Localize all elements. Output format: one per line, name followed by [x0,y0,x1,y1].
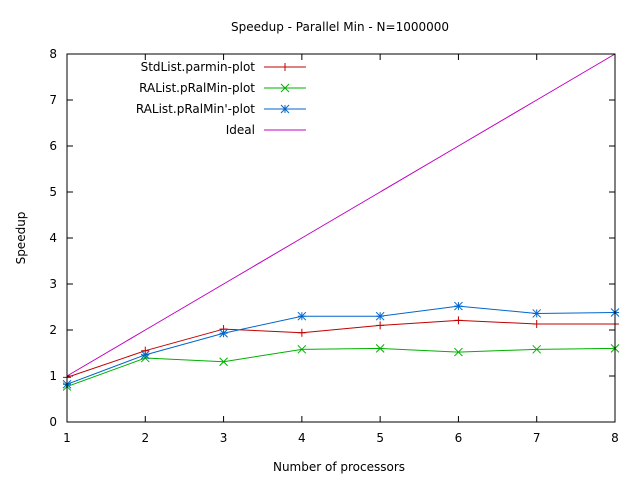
legend-label: StdList.parmin-plot [141,60,256,74]
y-tick-label: 2 [49,323,57,337]
y-tick-label: 4 [49,231,57,245]
y-tick-label: 5 [49,185,57,199]
y-tick-label: 1 [49,369,57,383]
x-tick-label: 1 [63,431,71,445]
x-tick-label: 2 [141,431,149,445]
legend-marker [281,63,289,71]
x-tick-label: 3 [220,431,228,445]
data-point [219,328,228,338]
data-point [532,309,542,318]
data-point [532,320,541,329]
data-point [454,316,463,325]
legend-marker [280,83,290,93]
data-point [219,357,228,367]
data-point [140,350,150,360]
y-tick-label: 0 [49,415,57,429]
series-line [66,305,616,385]
data-point [297,328,306,337]
data-point [376,321,385,330]
data-point [297,344,307,354]
series-line [66,347,616,388]
data-point [454,347,463,357]
series-line [66,53,616,377]
chart-title: Speedup - Parallel Min - N=1000000 [231,20,449,34]
x-tick-label: 5 [376,431,384,445]
series-ralist-pralmin-plot [62,301,620,389]
y-tick-label: 8 [49,47,57,61]
x-tick-label: 7 [533,431,541,445]
legend-label: RAList.pRalMin-plot [139,81,255,95]
data-point [532,344,542,354]
legend-label: Ideal [226,123,255,137]
series-line [66,319,615,378]
y-tick-label: 3 [49,277,57,291]
y-tick-label: 6 [49,139,57,153]
data-point [375,311,385,321]
x-tick-label: 6 [455,431,463,445]
plot-frame [66,53,616,423]
y-tick-label: 7 [49,93,57,107]
y-axis-title: Speedup [14,212,28,265]
data-point [454,301,463,311]
x-tick-label: 8 [611,431,619,445]
x-tick-label: 4 [298,431,306,445]
data-point [375,344,385,353]
legend: StdList.parmin-plot RAList.pRalMin-plot RA… [136,60,306,137]
legend-label: RAList.pRalMin'-plot [136,102,255,116]
legend-marker [280,104,290,114]
series-ideal [66,53,616,377]
x-axis-title: Number of processors [273,460,405,474]
data-point [297,311,307,321]
series-ralist-pralmin-plot [62,344,620,391]
plot-series [62,53,620,391]
